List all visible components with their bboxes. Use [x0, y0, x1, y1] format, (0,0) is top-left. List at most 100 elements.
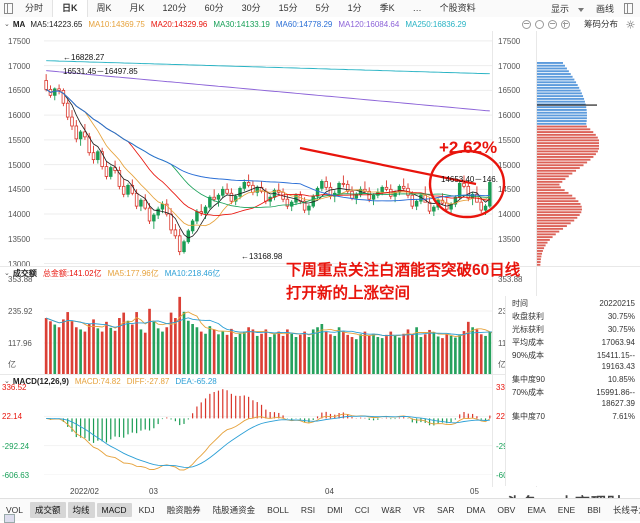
- info-row-value: 30.75%: [607, 312, 635, 321]
- price-tick-right: 14500: [498, 185, 521, 195]
- price-tick-right: 14000: [498, 210, 521, 220]
- zoom-out-icon[interactable]: [521, 19, 531, 29]
- volume-tick-left: 235.92: [8, 307, 33, 316]
- price-tick-left: 15500: [8, 135, 31, 145]
- info-row-value: 15991.86-- 18627.39: [596, 388, 635, 408]
- annotation-headline-line2: 打开新的上涨空间: [286, 285, 411, 302]
- stock-info-button[interactable]: 个股资料: [439, 3, 476, 13]
- chevron-down-icon[interactable]: ⌄: [4, 270, 10, 277]
- chevron-down-icon[interactable]: ⌄: [4, 21, 10, 28]
- indicator-tab-OBV[interactable]: OBV: [497, 505, 516, 515]
- indicator-tab-BOLL[interactable]: BOLL: [267, 505, 289, 515]
- info-row-key: 70%成本: [512, 388, 545, 397]
- indicator-tab-ENE[interactable]: ENE: [557, 505, 576, 515]
- date-tick: 05: [470, 487, 479, 496]
- period-tab-日K[interactable]: 日K: [52, 0, 88, 17]
- indicator-tab-陆股通资金[interactable]: 陆股通资金: [212, 505, 256, 515]
- volume-legend-item-2: MA10:218.46亿: [164, 268, 221, 278]
- indicator-tab-长线寻龙[interactable]: 长线寻龙: [612, 505, 640, 515]
- zoom-in-icon[interactable]: [560, 19, 570, 29]
- price-tick-left: 17500: [8, 36, 31, 46]
- price-tick-right: 17000: [498, 61, 521, 71]
- drawline-button[interactable]: 画线: [595, 4, 614, 14]
- panel-left-icon[interactable]: [0, 3, 16, 14]
- dot-icon-1[interactable]: [534, 19, 544, 29]
- macd-canvas[interactable]: [44, 387, 492, 475]
- indicator-tab-MACD[interactable]: MACD: [96, 503, 132, 517]
- price-tick-right: 13500: [498, 234, 521, 244]
- macd-tick-left: -606.63: [2, 471, 30, 480]
- ma-legend-item-4: MA60:14778.29: [275, 19, 333, 29]
- display-button[interactable]: 显示: [539, 2, 590, 15]
- indicator-tab-VR[interactable]: VR: [413, 505, 425, 515]
- macd-legend: ⌄ MACD(12,26,9) MACD:74.82 DIFF:-27.87 DEA…: [0, 375, 223, 387]
- period-tab-60分[interactable]: 60分: [204, 3, 224, 13]
- indicator-tab-融资融券[interactable]: 融资融券: [166, 505, 201, 515]
- period-tab-30分[interactable]: 30分: [241, 3, 261, 13]
- annotation-circle-value: 14653.40－146.: [441, 175, 498, 184]
- macd-title: MACD(12,26,9): [12, 376, 69, 386]
- chips-info-table: 时间 20220215 收盘获利 30.75% 光标获利 30.75% 平均成本 17063.…: [505, 296, 640, 486]
- chevron-down-icon: [577, 7, 584, 12]
- ma-legend-item-3: MA30:14133.19: [213, 19, 270, 29]
- info-row: 平均成本 17063.94: [506, 335, 640, 348]
- period-tab-月K[interactable]: 月K: [129, 3, 145, 13]
- volume-tick-right: 353.88: [498, 275, 523, 284]
- annotation-pct-gain: +2.62%: [439, 138, 498, 157]
- period-tab-分时[interactable]: 分时: [25, 3, 44, 13]
- info-row-key: 90%成本: [512, 351, 545, 360]
- price-tick-left: 13500: [8, 234, 31, 244]
- annotation-high-marker: ←16828.27: [63, 53, 105, 62]
- info-row-value: 10.85%: [607, 375, 635, 384]
- period-tab-周K[interactable]: 周K: [96, 3, 112, 13]
- chips-distribution-label[interactable]: 筹码分布: [583, 19, 618, 29]
- indicator-tab-DMI[interactable]: DMI: [327, 505, 343, 515]
- info-row-key: 时间: [512, 299, 528, 308]
- volume-unit-right: 亿: [498, 360, 506, 369]
- period-tab-5分[interactable]: 5分: [315, 3, 330, 13]
- indicator-tab-KDJ[interactable]: KDJ: [138, 505, 155, 515]
- period-tab-季K[interactable]: 季K: [379, 3, 395, 13]
- more-periods-button[interactable]: …: [412, 3, 422, 13]
- annotation-high-range: 16531.45－16497.85: [63, 67, 138, 76]
- indicator-tab-DMA[interactable]: DMA: [466, 505, 486, 515]
- info-row: 集中度90 10.85%: [506, 372, 640, 385]
- layout-toggle-icon[interactable]: [4, 514, 15, 523]
- info-row: 收盘获利 30.75%: [506, 309, 640, 322]
- indicator-tab-均线[interactable]: 均线: [67, 502, 95, 518]
- volume-tick-left: 353.88: [8, 275, 33, 284]
- indicator-tab-EMA[interactable]: EMA: [527, 505, 546, 515]
- price-tick-right: 16500: [498, 86, 521, 96]
- period-tab-120分[interactable]: 120分: [162, 3, 187, 13]
- indicator-tab-成交额[interactable]: 成交额: [30, 502, 66, 518]
- info-row: 集中度70 7.61%: [506, 409, 640, 422]
- price-tick-right: 17500: [498, 36, 521, 46]
- indicator-tab-BBI[interactable]: BBI: [587, 505, 601, 515]
- price-tick-left: 13000: [8, 259, 31, 269]
- indicator-tab-SAR[interactable]: SAR: [436, 505, 455, 515]
- date-axis: 2022/02 03 04 05: [0, 486, 505, 500]
- ma-legend-item-5: MA120:16084.64: [338, 19, 400, 29]
- macd-legend-item-2: DEA:-65.28: [175, 376, 217, 386]
- info-row: 90%成本 15411.15-- 19163.43: [506, 348, 640, 372]
- info-row-value: 20220215: [599, 299, 635, 308]
- chevron-down-icon[interactable]: ⌄: [4, 378, 10, 385]
- indicator-tab-W&R[interactable]: W&R: [381, 505, 402, 515]
- volume-unit-left: 亿: [8, 360, 16, 369]
- indicator-tab-VOL[interactable]: VOL: [6, 505, 24, 515]
- gear-icon[interactable]: [626, 20, 635, 29]
- dot-icon-2[interactable]: [547, 19, 557, 29]
- info-row-value: 17063.94: [601, 338, 635, 347]
- period-tab-15分[interactable]: 15分: [278, 3, 298, 13]
- info-row-value: 7.61%: [612, 412, 635, 421]
- indicator-tab-RSI[interactable]: RSI: [300, 505, 316, 515]
- annotation-low-marker: ←13168.98: [241, 252, 283, 261]
- period-tab-1分[interactable]: 1分: [347, 3, 362, 13]
- volume-bars-canvas[interactable]: [44, 279, 492, 375]
- price-tick-left: 14500: [8, 185, 31, 195]
- info-row: 光标获利 30.75%: [506, 322, 640, 335]
- indicator-tab-CCI[interactable]: CCI: [354, 505, 370, 515]
- panel-right-icon[interactable]: [620, 3, 636, 14]
- info-row-key: 平均成本: [512, 338, 544, 347]
